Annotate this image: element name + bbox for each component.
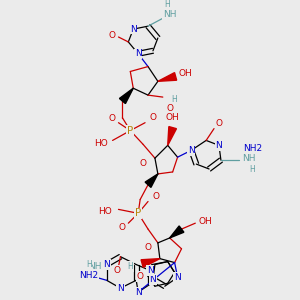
- Text: O: O: [149, 113, 157, 122]
- Text: H: H: [86, 260, 92, 269]
- Text: OH: OH: [178, 69, 192, 78]
- Text: NH: NH: [88, 262, 102, 271]
- Text: O: O: [108, 114, 115, 123]
- Text: O: O: [166, 104, 173, 113]
- Text: O: O: [137, 272, 144, 281]
- Polygon shape: [168, 127, 176, 146]
- Text: NH: NH: [163, 10, 176, 19]
- Text: HO: HO: [94, 139, 108, 148]
- Text: O: O: [145, 243, 152, 252]
- Text: H: H: [250, 166, 255, 175]
- Text: O: O: [119, 223, 126, 232]
- Text: NH2: NH2: [243, 144, 262, 153]
- Text: NH2: NH2: [80, 271, 98, 280]
- Polygon shape: [119, 88, 133, 103]
- Text: O: O: [108, 31, 115, 40]
- Polygon shape: [145, 174, 158, 188]
- Text: P: P: [135, 208, 141, 218]
- Text: N: N: [135, 49, 142, 58]
- Text: O: O: [215, 119, 223, 128]
- Text: N: N: [188, 146, 195, 155]
- Text: N: N: [150, 275, 156, 284]
- Text: H: H: [164, 0, 169, 9]
- Text: NH: NH: [242, 154, 255, 163]
- Text: P: P: [127, 126, 134, 136]
- Text: N: N: [135, 288, 142, 297]
- Text: HO: HO: [98, 207, 112, 216]
- Polygon shape: [170, 226, 184, 238]
- Text: OH: OH: [198, 217, 212, 226]
- Text: N: N: [117, 284, 124, 293]
- Text: O: O: [152, 192, 159, 201]
- Text: N: N: [103, 260, 110, 269]
- Text: N: N: [130, 25, 136, 34]
- Text: H: H: [171, 94, 176, 103]
- Polygon shape: [141, 259, 160, 267]
- Text: N: N: [147, 266, 153, 275]
- Polygon shape: [158, 73, 177, 81]
- Text: N: N: [216, 141, 222, 150]
- Text: O: O: [140, 159, 147, 168]
- Text: H: H: [128, 262, 133, 271]
- Text: N: N: [174, 273, 181, 282]
- Text: OH: OH: [166, 113, 179, 122]
- Text: O: O: [114, 266, 121, 275]
